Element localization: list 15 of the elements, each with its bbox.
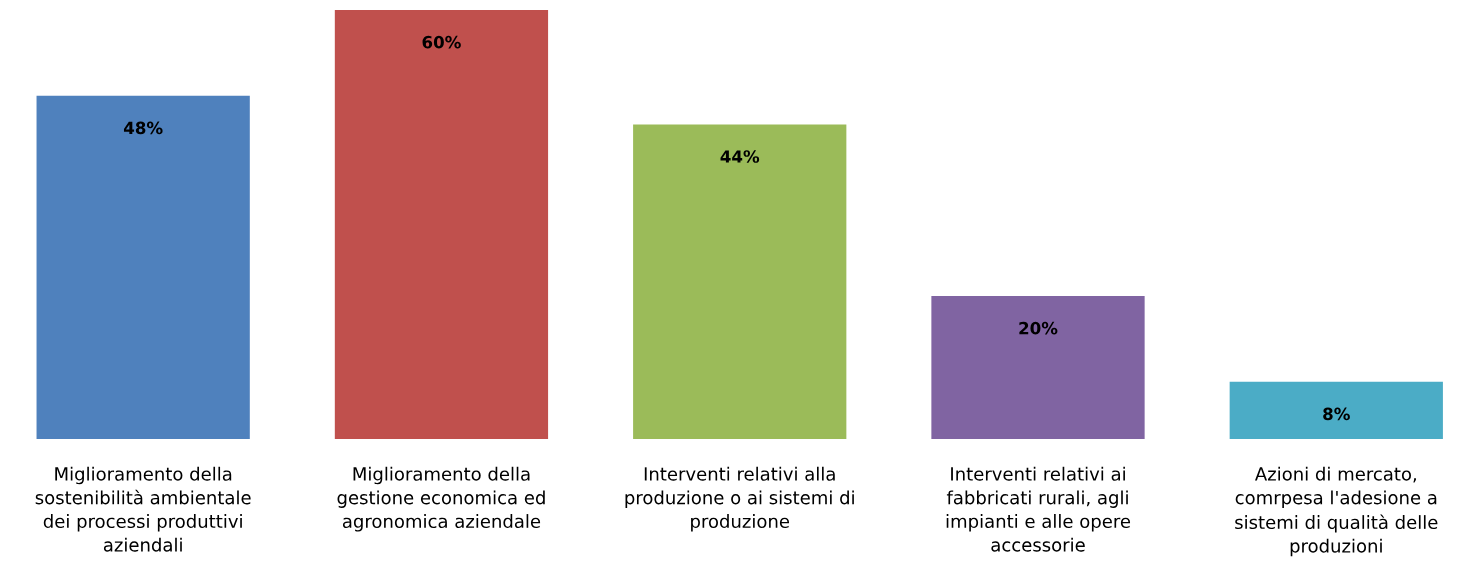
bar — [334, 9, 549, 439]
x-tick-label: Miglioramento della gestione economica ed agronomica aziendale — [337, 466, 545, 532]
data-label: 60% — [422, 35, 461, 49]
bar — [931, 295, 1145, 439]
data-label: 48% — [123, 121, 163, 135]
data-label: 8% — [1323, 407, 1350, 421]
data-label: 20% — [1019, 321, 1058, 335]
x-tick-label: Interventi relativi alla produzione o ai sistemi di produzione — [625, 466, 854, 532]
x-tick-label: Miglioramento della sostenibilità ambientale dei processi produttivi aziendali — [35, 466, 251, 552]
data-label: 44% — [720, 150, 760, 163]
bar — [36, 95, 250, 439]
x-tick-label: Interventi relativi ai fabbricati rurali, agli impianti e alle opere accessorie — [946, 466, 1131, 552]
bar — [1229, 381, 1443, 439]
bar — [633, 124, 847, 439]
x-tick-label: Azioni di mercato, comrpesa l'adesione a sistemi di qualità delle produzioni — [1235, 466, 1438, 557]
